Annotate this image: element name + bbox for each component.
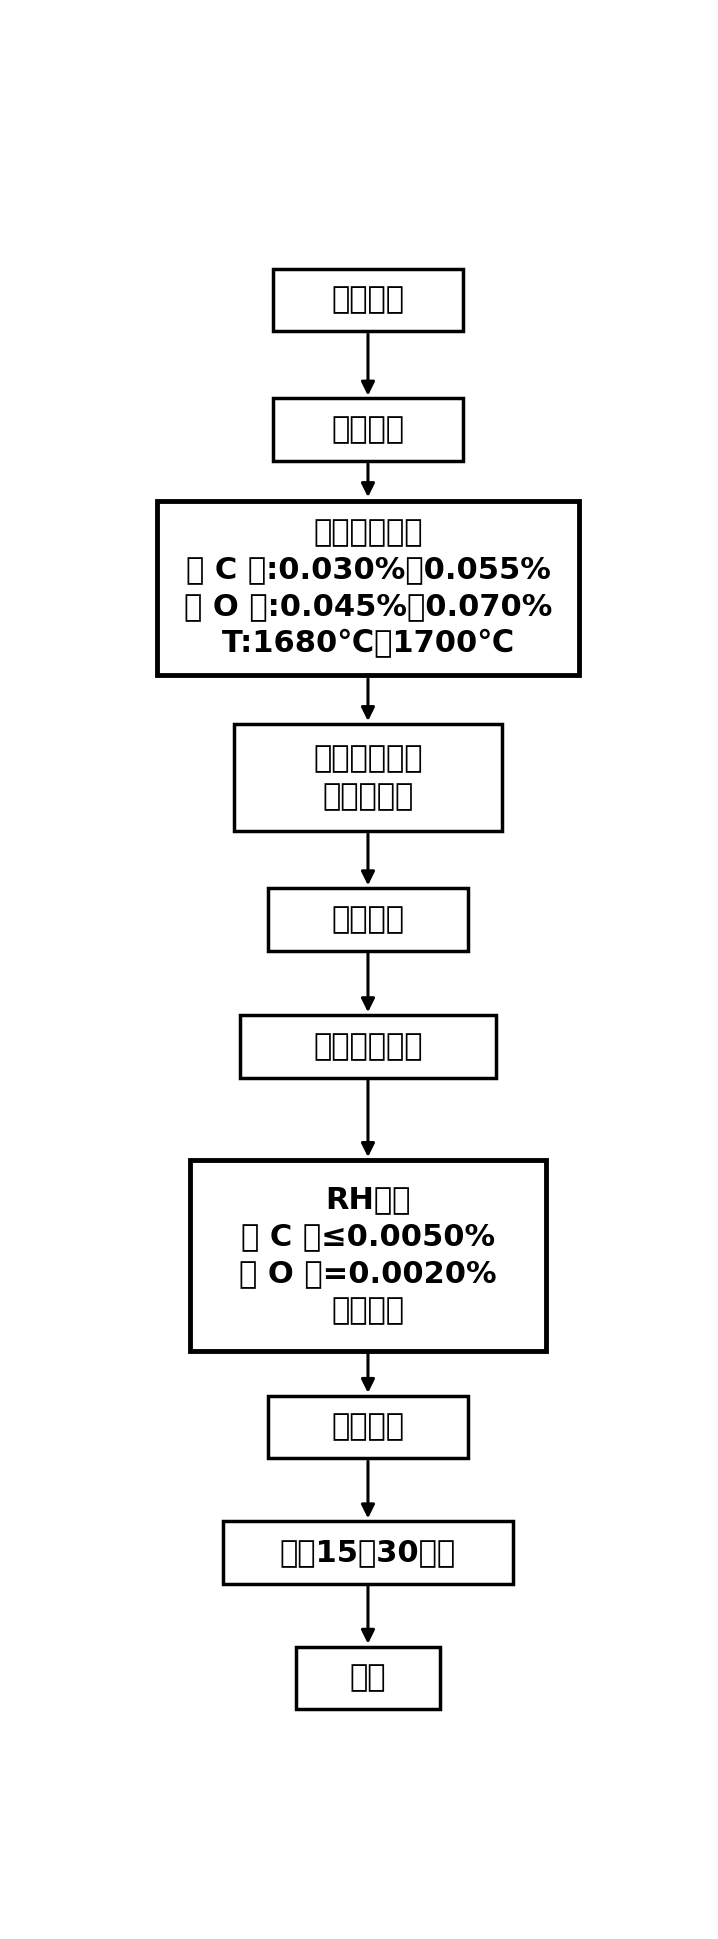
Text: RH精炼
［ C ］≤0.0050%
［ O ］=0.0020%
成分微调: RH精炼 ［ C ］≤0.0050% ［ O ］=0.0020% 成分微调 xyxy=(239,1185,497,1326)
Bar xyxy=(240,1014,496,1078)
Text: 测温取样: 测温取样 xyxy=(332,1414,404,1441)
Text: 铁水脱硫: 铁水脱硫 xyxy=(332,285,404,314)
Text: 转炉冶炼: 转炉冶炼 xyxy=(332,415,404,444)
Bar xyxy=(274,268,462,332)
Bar xyxy=(234,723,501,832)
Text: 氩站吹氩: 氩站吹氩 xyxy=(332,906,404,935)
Text: 出锂不预脱氧
大包造新渣: 出锂不预脱氧 大包造新渣 xyxy=(313,745,423,811)
Bar xyxy=(223,1522,513,1584)
Text: 转炉吹炼终点
［ C ］:0.030%～0.055%
［ O ］:0.045%～0.070%
T:1680℃～1700℃: 转炉吹炼终点 ［ C ］:0.030%～0.055% ［ O ］:0.045%～… xyxy=(184,518,552,657)
Text: 定氧测温取样: 定氧测温取样 xyxy=(313,1032,423,1061)
Bar xyxy=(268,888,468,950)
Bar xyxy=(157,500,579,675)
Bar xyxy=(274,397,462,461)
Bar xyxy=(268,1396,468,1458)
Bar xyxy=(190,1160,546,1351)
Bar xyxy=(296,1646,440,1710)
Text: 镇静15～30分钟: 镇静15～30分钟 xyxy=(280,1538,456,1567)
Text: 连铸: 连铸 xyxy=(350,1664,386,1693)
